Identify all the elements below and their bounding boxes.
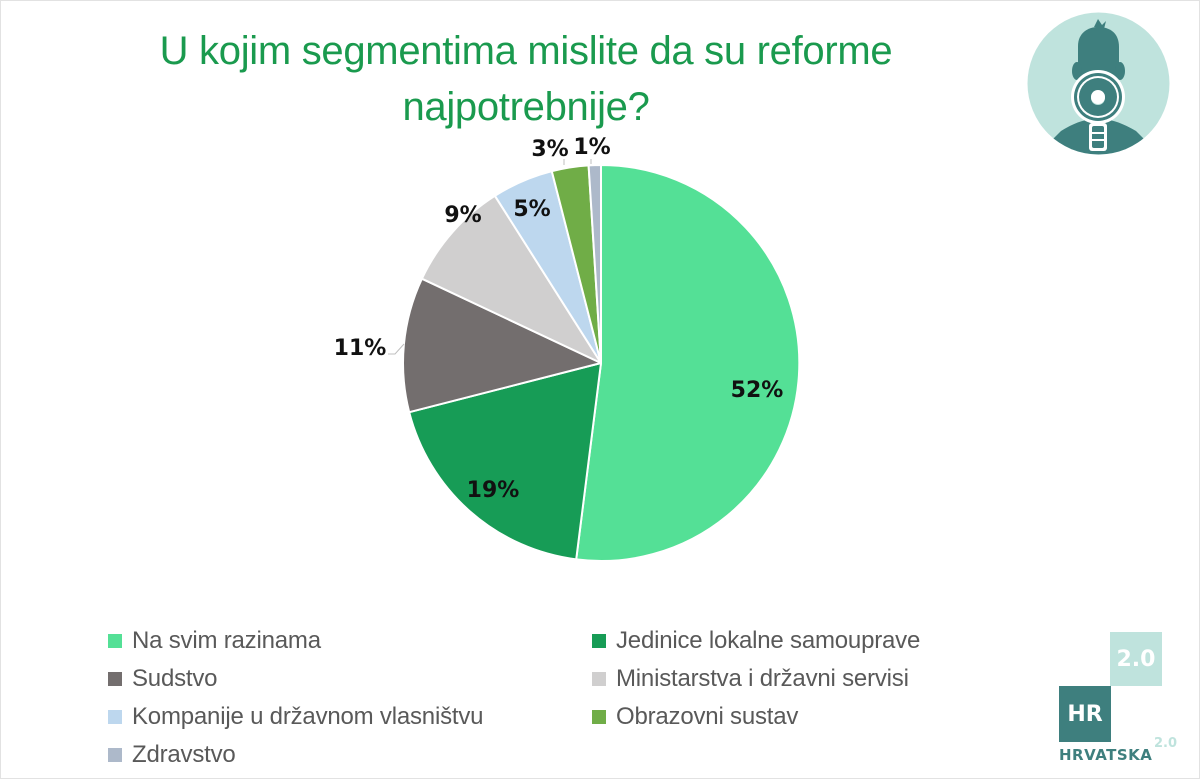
legend-swatch [108, 710, 122, 724]
leader-line-11 [388, 343, 405, 355]
slice-zdravstvo[interactable] [587, 164, 602, 364]
label-1: 1% [573, 135, 610, 160]
logo-box-main: HR [1059, 686, 1111, 742]
chart-title: U kojim segmentima mislite da su reforme… [159, 29, 893, 129]
legend-swatch [108, 634, 122, 648]
label-5: 5% [513, 197, 550, 222]
legend-label: Obrazovni sustav [616, 703, 799, 730]
legend-item-sudstvo[interactable]: Sudstvo [108, 664, 218, 694]
slice-jedinice-lokalne-samouprave[interactable] [408, 362, 602, 561]
legend-item-kompanije[interactable]: Kompanije u državnom vlasništvu [108, 702, 484, 732]
logo-superscript: 2.0 [1154, 736, 1178, 751]
label-11: 11% [334, 336, 387, 361]
slice-ministarstva[interactable] [420, 194, 602, 364]
legend-label: Ministarstva i državni servisi [616, 665, 909, 692]
megaphone-person-icon [1027, 12, 1170, 155]
legend-swatch [592, 710, 606, 724]
leader-lines [388, 159, 592, 355]
slice-labels: 52% 19% 11% 9% 5% 3% 1% [334, 135, 784, 503]
logo-wordmark: HRVATSKA [1059, 746, 1153, 764]
legend-swatch [108, 672, 122, 686]
legend-label: Zdravstvo [132, 741, 236, 768]
legend-swatch [592, 634, 606, 648]
legend-swatch [592, 672, 606, 686]
label-9: 9% [444, 203, 481, 228]
legend-label: Kompanije u državnom vlasništvu [132, 703, 484, 730]
label-19: 19% [467, 478, 520, 503]
legend-swatch [108, 748, 122, 762]
legend-label: Na svim razinama [132, 627, 321, 654]
hrvatska-logo: 2.0 HR HRVATSKA 2.0 [1056, 628, 1177, 764]
legend-item-jedinice-lokalne-samouprave[interactable]: Jedinice lokalne samouprave [592, 626, 920, 656]
logo-box-top: 2.0 [1110, 632, 1162, 686]
label-52: 52% [731, 378, 784, 403]
legend-item-ministarstva[interactable]: Ministarstva i državni servisi [592, 664, 909, 694]
legend-item-na-svim-razinama[interactable]: Na svim razinama [108, 626, 321, 656]
legend-label: Jedinice lokalne samouprave [616, 627, 921, 654]
legend-label: Sudstvo [132, 665, 218, 692]
legend-item-obrazovni-sustav[interactable]: Obrazovni sustav [592, 702, 798, 732]
label-3: 3% [531, 137, 568, 162]
legend-item-zdravstvo[interactable]: Zdravstvo [108, 740, 236, 770]
slice-na-svim-razinama[interactable] [575, 164, 801, 562]
